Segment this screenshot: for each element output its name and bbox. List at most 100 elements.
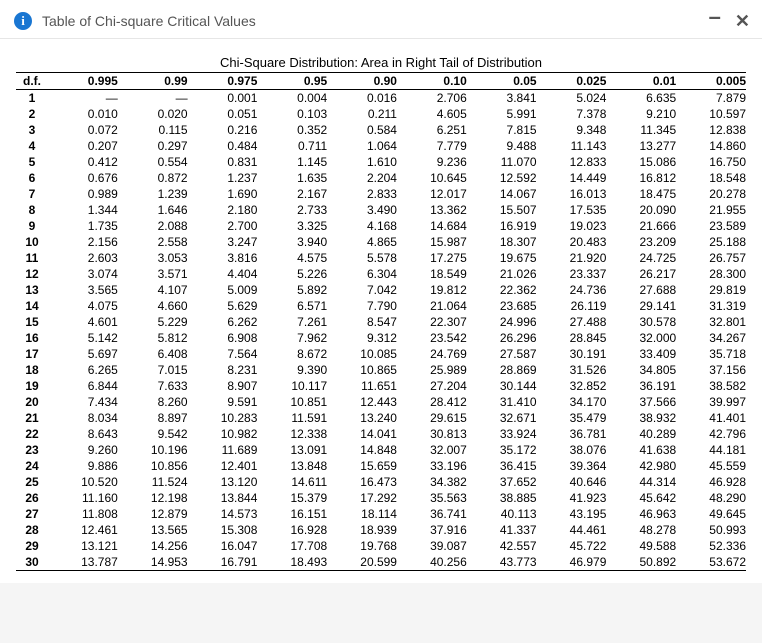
cell-value: 3.816 bbox=[188, 250, 258, 266]
cell-value: 10.196 bbox=[118, 442, 188, 458]
cell-value: 9.260 bbox=[48, 442, 118, 458]
cell-value: 9.348 bbox=[537, 122, 607, 138]
table-row: 2913.12114.25616.04717.70819.76839.08742… bbox=[16, 538, 746, 554]
col-header-alpha: 0.975 bbox=[188, 73, 258, 90]
cell-df: 21 bbox=[16, 410, 48, 426]
table-row: 81.3441.6462.1802.7333.49013.36215.50717… bbox=[16, 202, 746, 218]
cell-value: 0.412 bbox=[48, 154, 118, 170]
cell-value: 9.236 bbox=[397, 154, 467, 170]
cell-value: 10.085 bbox=[327, 346, 397, 362]
table-row: 3013.78714.95316.79118.49320.59940.25643… bbox=[16, 554, 746, 571]
cell-df: 15 bbox=[16, 314, 48, 330]
cell-value: 6.265 bbox=[48, 362, 118, 378]
cell-value: 7.261 bbox=[257, 314, 327, 330]
cell-value: 15.507 bbox=[467, 202, 537, 218]
table-row: 154.6015.2296.2627.2618.54722.30724.9962… bbox=[16, 314, 746, 330]
cell-value: 37.156 bbox=[676, 362, 746, 378]
cell-value: 5.991 bbox=[467, 106, 537, 122]
cell-df: 4 bbox=[16, 138, 48, 154]
table-row: 228.6439.54210.98212.33814.04130.81333.9… bbox=[16, 426, 746, 442]
cell-value: 18.939 bbox=[327, 522, 397, 538]
cell-value: 32.671 bbox=[467, 410, 537, 426]
cell-value: 35.172 bbox=[467, 442, 537, 458]
cell-value: 0.010 bbox=[48, 106, 118, 122]
cell-value: 34.170 bbox=[537, 394, 607, 410]
cell-value: 36.191 bbox=[606, 378, 676, 394]
cell-value: 31.410 bbox=[467, 394, 537, 410]
cell-value: 0.115 bbox=[118, 122, 188, 138]
cell-value: 15.379 bbox=[257, 490, 327, 506]
cell-value: 11.689 bbox=[188, 442, 258, 458]
cell-value: 8.897 bbox=[118, 410, 188, 426]
cell-value: 0.004 bbox=[257, 90, 327, 107]
minimize-button[interactable]: – bbox=[709, 6, 721, 28]
table-row: 112.6033.0533.8164.5755.57817.27519.6752… bbox=[16, 250, 746, 266]
cell-value: 43.773 bbox=[467, 554, 537, 571]
cell-value: 28.412 bbox=[397, 394, 467, 410]
cell-value: 35.479 bbox=[537, 410, 607, 426]
cell-value: 13.362 bbox=[397, 202, 467, 218]
cell-value: 5.629 bbox=[188, 298, 258, 314]
cell-value: 0.676 bbox=[48, 170, 118, 186]
cell-value: 27.688 bbox=[606, 282, 676, 298]
cell-value: 25.188 bbox=[676, 234, 746, 250]
cell-value: 9.210 bbox=[606, 106, 676, 122]
cell-value: 32.007 bbox=[397, 442, 467, 458]
cell-value: 24.996 bbox=[467, 314, 537, 330]
cell-value: 9.312 bbox=[327, 330, 397, 346]
table-row: 50.4120.5540.8311.1451.6109.23611.07012.… bbox=[16, 154, 746, 170]
cell-value: 14.449 bbox=[537, 170, 607, 186]
cell-df: 26 bbox=[16, 490, 48, 506]
cell-value: 27.488 bbox=[537, 314, 607, 330]
col-header-alpha: 0.95 bbox=[257, 73, 327, 90]
cell-value: 17.292 bbox=[327, 490, 397, 506]
cell-df: 25 bbox=[16, 474, 48, 490]
cell-value: 0.297 bbox=[118, 138, 188, 154]
cell-value: 10.597 bbox=[676, 106, 746, 122]
cell-value: 14.848 bbox=[327, 442, 397, 458]
close-button[interactable]: ✕ bbox=[735, 12, 750, 30]
cell-value: 7.815 bbox=[467, 122, 537, 138]
cell-value: 10.982 bbox=[188, 426, 258, 442]
cell-value: 1.237 bbox=[188, 170, 258, 186]
cell-value: 2.180 bbox=[188, 202, 258, 218]
cell-value: 40.113 bbox=[467, 506, 537, 522]
cell-value: 29.141 bbox=[606, 298, 676, 314]
window: i Table of Chi-square Critical Values – … bbox=[0, 0, 762, 583]
cell-value: 11.651 bbox=[327, 378, 397, 394]
table-row: 2711.80812.87914.57316.15118.11436.74140… bbox=[16, 506, 746, 522]
cell-df: 5 bbox=[16, 154, 48, 170]
cell-value: 11.345 bbox=[606, 122, 676, 138]
cell-value: 19.675 bbox=[467, 250, 537, 266]
cell-value: 5.812 bbox=[118, 330, 188, 346]
cell-value: 11.160 bbox=[48, 490, 118, 506]
cell-value: 2.700 bbox=[188, 218, 258, 234]
cell-value: 7.015 bbox=[118, 362, 188, 378]
cell-df: 29 bbox=[16, 538, 48, 554]
cell-value: 0.711 bbox=[257, 138, 327, 154]
cell-value: 8.260 bbox=[118, 394, 188, 410]
chi-square-table: d.f.0.9950.990.9750.950.900.100.050.0250… bbox=[16, 72, 746, 571]
cell-value: 4.601 bbox=[48, 314, 118, 330]
cell-value: 33.409 bbox=[606, 346, 676, 362]
cell-value: — bbox=[118, 90, 188, 107]
cell-value: 3.053 bbox=[118, 250, 188, 266]
cell-value: 13.121 bbox=[48, 538, 118, 554]
table-row: 165.1425.8126.9087.9629.31223.54226.2962… bbox=[16, 330, 746, 346]
cell-df: 11 bbox=[16, 250, 48, 266]
cell-value: 13.091 bbox=[257, 442, 327, 458]
table-row: 123.0743.5714.4045.2266.30418.54921.0262… bbox=[16, 266, 746, 282]
cell-value: 33.196 bbox=[397, 458, 467, 474]
cell-df: 22 bbox=[16, 426, 48, 442]
table-body: 1——0.0010.0040.0162.7063.8415.0246.6357.… bbox=[16, 90, 746, 571]
cell-value: 42.796 bbox=[676, 426, 746, 442]
cell-value: 4.404 bbox=[188, 266, 258, 282]
cell-value: 20.599 bbox=[327, 554, 397, 571]
titlebar: i Table of Chi-square Critical Values – … bbox=[0, 0, 762, 39]
window-controls: – ✕ bbox=[709, 10, 750, 32]
table-row: 60.6760.8721.2371.6352.20410.64512.59214… bbox=[16, 170, 746, 186]
cell-value: 3.490 bbox=[327, 202, 397, 218]
cell-value: 27.204 bbox=[397, 378, 467, 394]
cell-value: 1.344 bbox=[48, 202, 118, 218]
cell-df: 6 bbox=[16, 170, 48, 186]
